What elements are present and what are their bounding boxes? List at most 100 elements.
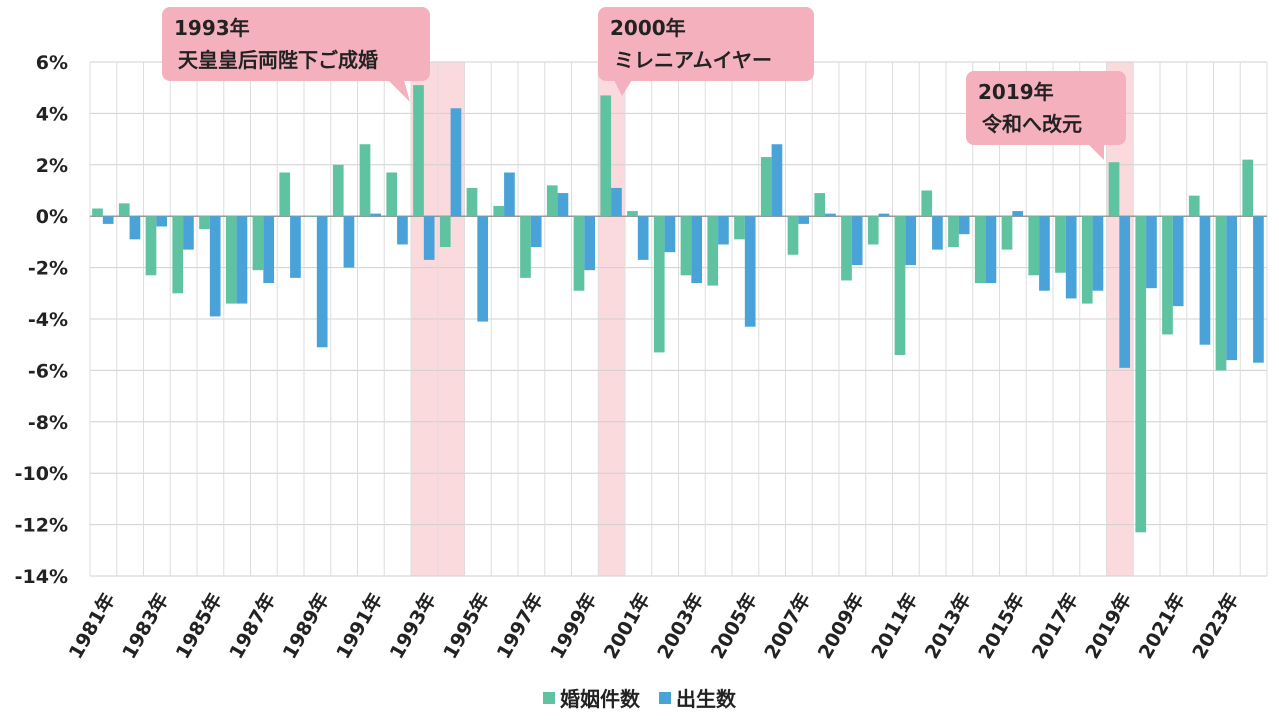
bar-marriages-2004年 [707,216,719,286]
bar-births-2015年 [1012,211,1024,217]
callout-box-0 [162,7,430,81]
bar-births-2011年 [905,216,917,266]
y-tick-label: 4% [36,103,68,125]
bars [92,85,1264,533]
bar-births-2018年 [1092,216,1104,291]
bar-marriages-2024年 [1242,159,1254,217]
bar-marriages-1997年 [520,216,531,278]
y-tick-label: -4% [28,309,68,331]
bar-marriages-1995年 [466,187,478,217]
bar-births-1989年 [316,216,328,348]
bar-births-1996年 [504,172,515,217]
legend: 婚姻件数 出生数 [0,683,1279,712]
bar-births-2017年 [1065,216,1077,299]
bar-births-1999年 [584,216,596,271]
y-tick-label: -10% [15,463,68,485]
x-tick-label: 1999年 [545,589,601,663]
bar-marriages-2009年 [841,216,852,281]
bar-marriages-1986年 [225,216,237,304]
bar-births-2003年 [691,216,703,284]
y-tick-label: 2% [36,155,68,177]
bar-marriages-2012年 [921,190,933,217]
bar-marriages-2021年 [1162,216,1173,335]
bar-births-1993年 [423,216,435,260]
bar-births-1994年 [450,108,462,217]
callout-year-2: 2019年 [978,80,1054,104]
bar-marriages-1983年 [145,216,157,276]
bar-marriages-2022年 [1188,195,1200,217]
bar-marriages-1987年 [252,216,264,271]
y-axis: 6% 4% 2% 0% -2% -4% -6% -8% -10% -12% -14% [15,52,68,588]
bar-births-2009年 [851,216,863,266]
callout-event-2: 令和へ改元 [982,112,1082,136]
bar-births-2010年 [878,213,890,217]
bar-births-1992年 [397,216,408,245]
bar-marriages-2019年 [1108,162,1120,217]
bar-births-2006年 [771,144,783,217]
bar-marriages-1991年 [359,144,371,217]
bar-births-1990年 [343,216,355,268]
x-tick-label: 1983年 [117,589,173,663]
bar-births-2008年 [825,213,836,217]
bar-births-2000年 [611,187,622,217]
callout-box-2 [966,71,1126,145]
bar-births-2005年 [744,216,756,327]
bar-births-2007年 [798,216,810,224]
x-tick-label: 2013年 [920,589,976,663]
bar-marriages-1993年 [413,85,424,217]
x-tick-label: 1989年 [278,589,334,663]
callout-pointer-2 [1088,144,1104,160]
y-tick-label: -8% [28,412,68,434]
bar-marriages-2023年 [1215,216,1227,371]
bar-marriages-2010年 [867,216,879,245]
x-tick-label: 1995年 [438,589,494,663]
bar-births-1991年 [370,213,382,217]
legend-item-births: 出生数 [658,683,736,712]
bar-births-1986年 [236,216,248,304]
bar-marriages-1984年 [172,216,184,294]
bar-births-2023年 [1226,216,1238,361]
x-axis: 1981年1983年1985年1987年1989年1991年1993年1995年… [64,589,1243,663]
bar-marriages-1989年 [306,216,317,217]
bar-births-2020年 [1146,216,1157,289]
bar-marriages-1999年 [573,216,585,291]
bar-marriages-2007年 [787,216,799,255]
x-tick-label: 1997年 [492,589,548,663]
legend-swatch-marriages [543,691,556,704]
x-tick-label: 1981年 [64,589,120,663]
y-tick-label: -2% [28,258,68,280]
legend-swatch-births [658,691,671,704]
x-tick-label: 2003年 [652,589,708,663]
bar-births-1985年 [209,216,221,317]
bar-births-2019年 [1119,216,1131,368]
bar-births-2022年 [1199,216,1211,345]
legend-label-marriages: 婚姻件数 [560,687,641,711]
x-tick-label: 1991年 [331,589,387,663]
bar-marriages-2016年 [1028,216,1040,276]
callout-pointer-1 [614,80,632,96]
bar-births-2014年 [985,216,997,284]
x-tick-label: 1993年 [385,589,441,663]
bar-marriages-1994年 [439,216,451,248]
bar-births-2004年 [718,216,729,245]
legend-label-births: 出生数 [675,687,736,711]
bar-marriages-2017年 [1055,216,1066,273]
bar-marriages-1985年 [199,216,210,230]
bar-births-2012年 [932,216,943,250]
bar-marriages-2018年 [1081,216,1093,304]
bar-births-1995年 [477,216,489,322]
callout-year-0: 1993年 [174,16,250,40]
x-tick-label: 2009年 [813,589,869,663]
bar-marriages-1988年 [279,172,291,217]
bar-marriages-2020年 [1135,216,1147,533]
bar-births-1987年 [263,216,275,284]
bar-marriages-1996年 [493,205,505,217]
bar-births-1988年 [290,216,301,278]
x-tick-label: 2011年 [866,589,922,663]
bar-births-2002年 [664,216,676,253]
bar-marriages-2002年 [653,216,665,353]
x-tick-label: 2017年 [1027,589,1083,663]
bar-marriages-2003年 [680,216,692,276]
